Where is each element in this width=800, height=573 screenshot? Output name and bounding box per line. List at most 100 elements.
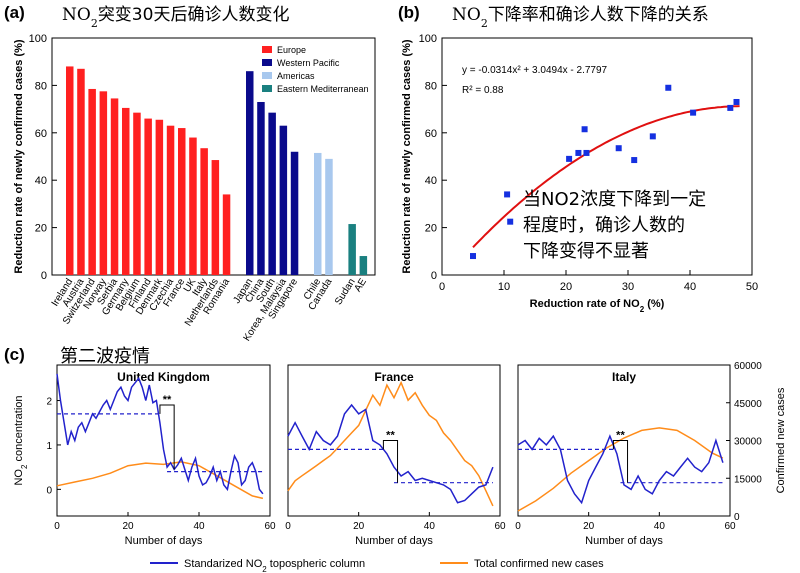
panel-a-bar-chart: 0 20 40 60 80 100 Reduction rate of newly conf… [13,33,376,343]
scatter-point [566,155,573,162]
no2-line [287,403,494,504]
bar [66,66,74,275]
x-tick-label: 0 [515,521,521,532]
x-tick-label: 50 [746,281,758,293]
y-tick-label: 60 [425,128,437,140]
bar [359,256,368,275]
significance-label: ** [163,394,172,406]
bar [246,71,254,276]
x-tick-label: 20 [122,521,134,532]
scatter-point [631,157,638,164]
x-tick-label: 30 [622,281,634,293]
bar [99,91,108,275]
plot-frame [441,37,753,276]
bar [200,148,208,275]
bar [110,98,119,275]
legend-swatch [262,85,272,92]
y-tick-label: 100 [419,33,437,45]
bar [268,112,276,275]
annotation-line: 程度时，确诊人数的 [523,215,685,236]
no2-line [517,434,724,505]
x-tick-label: Sudan [333,277,358,307]
significance-label: ** [386,430,395,442]
significance-bracket [612,440,629,483]
y-axis-label: Reduction rate of newly confirmed cases … [13,39,25,273]
x-tick-label: 0 [54,521,60,532]
scatter-point [733,98,740,105]
panel-b-title: NO2下降率和确诊人数下降的关系 [452,5,709,30]
bar [144,118,152,275]
x-tick-label: 60 [494,521,506,532]
bar [88,88,96,275]
legend-blue-label: Standarized NO2 topospheric column [184,558,365,573]
scatter-point [649,133,656,140]
y-axis-label-left: NO2 concentration [13,395,29,485]
bar [279,125,288,275]
panel-a-title: NO2突变30天后确诊人数变化 [62,5,289,30]
x-tick-label: 60 [724,521,736,532]
subplot-france: France 0 20 40 60 Number of days ** [285,364,506,547]
bar [222,194,231,275]
significance-bracket [159,404,175,470]
x-axis-label: Number of days [355,535,433,547]
scatter-point [615,145,622,152]
cases-line [56,461,264,500]
x-tick-label: 0 [285,521,291,532]
y-tick-label-right: 30000 [734,437,762,448]
x-tick-label: AE [352,276,369,293]
panel-c-label: (c) [4,345,25,364]
significance-label: ** [616,430,625,442]
scatter-point [583,149,590,156]
bar [325,158,333,275]
y-tick-label: 2 [46,397,52,408]
y-tick-label-right: 60000 [734,361,762,372]
legend-label: Americas [277,71,315,81]
panel-c-title: 第二波疫情 [60,346,150,367]
legend-orange-label: Total confirmed new cases [474,558,604,570]
plot-frame [56,364,271,517]
x-tick-label: 60 [264,521,276,532]
legend-label: Western Pacific [277,58,340,68]
panel-a-label: (a) [4,3,25,22]
cases-line [517,427,724,512]
scatter-point [504,191,511,198]
y-tick-label: 40 [35,175,47,187]
subplot-title: Italy [612,370,636,384]
subplot-title: United Kingdom [117,370,210,384]
x-tick-label: 40 [193,521,205,532]
x-tick-label: 10 [498,281,510,293]
x-axis-label: Number of days [585,535,663,547]
y-tick-label: 40 [425,175,437,187]
panel-b-scatter-chart: 0 20 40 60 80 100 0 10 20 30 40 50 Reduction rate of… [401,33,758,314]
y-tick-label: 100 [29,33,47,45]
x-axis-label: Number of days [125,535,203,547]
x-tick-label: 20 [583,521,595,532]
r2-text: R² = 0.88 [462,85,504,96]
bar [133,112,141,275]
y-tick-label: 0 [41,270,47,282]
scatter-point [727,104,734,111]
scatter-point [690,109,697,116]
y-tick-label-right: 0 [734,512,740,523]
y-axis-label: Reduction rate of newly confirmed cases … [401,39,413,273]
x-tick-label: 40 [424,521,436,532]
significance-bracket [382,440,399,483]
x-axis-label: Reduction rate of NO2 (%) [530,298,665,314]
bar [290,151,299,275]
y-axis-label-right: Confirmed new cases [775,387,787,493]
bar [178,128,186,275]
bar [155,119,164,275]
bar [122,107,130,275]
y-tick-label-right: 45000 [734,399,762,410]
y-tick-label: 20 [35,223,47,235]
legend-swatch [262,46,272,53]
bar [314,152,322,275]
scatter-point [575,149,582,156]
x-tick-label: 40 [654,521,666,532]
y-tick-label: 80 [425,80,437,92]
subplot-title: France [374,370,414,384]
annotation-line: 当NO2浓度下降到一定 [523,189,706,210]
bar [189,137,197,275]
x-tick-label: 20 [560,281,572,293]
